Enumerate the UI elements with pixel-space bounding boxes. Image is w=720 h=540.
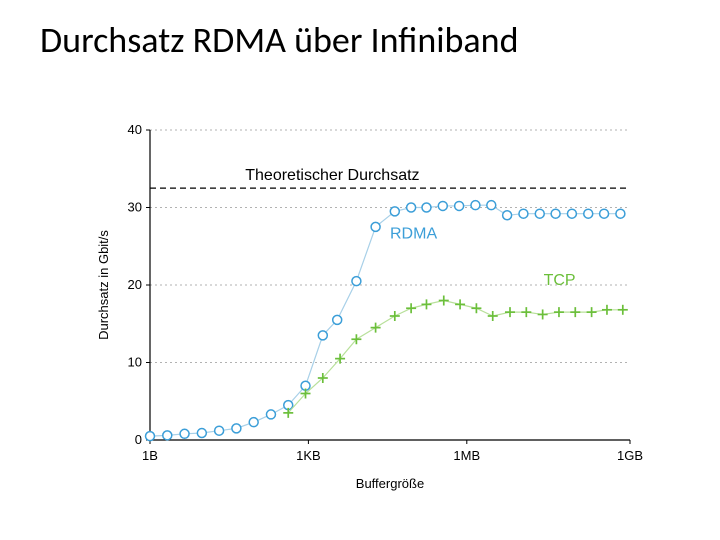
page-title: Durchsatz RDMA über Infiniband <box>40 18 519 62</box>
svg-text:30: 30 <box>128 200 142 215</box>
svg-text:Durchsatz in Gbit/s: Durchsatz in Gbit/s <box>96 230 111 340</box>
svg-text:0: 0 <box>135 432 142 447</box>
svg-text:RDMA: RDMA <box>390 226 437 243</box>
svg-text:1B: 1B <box>142 448 158 463</box>
svg-text:20: 20 <box>128 277 142 292</box>
svg-text:Buffergröße: Buffergröße <box>356 476 424 491</box>
svg-text:TCP: TCP <box>544 272 576 289</box>
svg-text:Theoretischer Durchsatz: Theoretischer Durchsatz <box>245 167 419 184</box>
svg-text:1KB: 1KB <box>296 448 321 463</box>
svg-text:10: 10 <box>128 355 142 370</box>
svg-text:1GB: 1GB <box>617 448 643 463</box>
throughput-chart: 0 10 20 30 40 1B 1KB 1MB 1GB Buffergröße Durchsatz… <box>90 110 650 500</box>
svg-text:1MB: 1MB <box>453 448 480 463</box>
svg-text:40: 40 <box>128 122 142 137</box>
chart-svg: 0 10 20 30 40 1B 1KB 1MB 1GB Buffergröße Durchsatz… <box>90 110 650 500</box>
